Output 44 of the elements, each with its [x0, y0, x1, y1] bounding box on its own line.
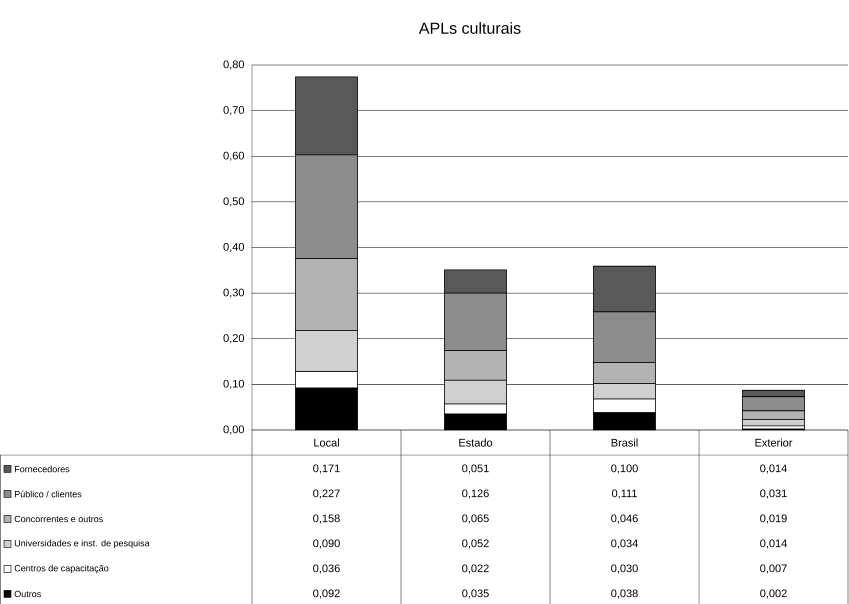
data-label: 0,051	[462, 464, 489, 474]
chart-title: APLs culturais	[418, 22, 521, 34]
data-label: 0,126	[462, 489, 489, 499]
data-label: 0,046	[611, 514, 638, 524]
data-label: 0,065	[462, 514, 489, 524]
data-label: 0,038	[611, 589, 638, 599]
data-label: 0,030	[611, 564, 638, 574]
data-label: 0,035	[462, 589, 489, 599]
legend-label: Público / clientes	[14, 490, 82, 498]
x-tick-label: Brasil	[612, 438, 638, 447]
y-tick-label: 0,60	[223, 152, 244, 161]
data-label: 0,158	[313, 514, 340, 524]
y-tick-label: 0,00	[223, 425, 244, 435]
x-tick-label: Exterior	[755, 438, 792, 447]
y-tick-label: 0,10	[223, 380, 244, 389]
x-tick-label: Local	[314, 438, 339, 447]
data-label: 0,090	[313, 539, 340, 549]
data-label: 0,052	[462, 539, 489, 549]
y-tick-label: 0,40	[223, 242, 244, 252]
y-tick-label: 0,70	[223, 106, 244, 116]
data-label: 0,111	[612, 489, 637, 499]
y-tick-label: 0,20	[223, 334, 244, 344]
data-label: 0,002	[760, 589, 787, 599]
y-tick-label: 0,80	[223, 60, 244, 70]
data-label: 0,014	[760, 539, 787, 549]
data-label: 0,100	[611, 464, 638, 474]
legend-label: Centros de capacitação	[14, 564, 108, 574]
data-label: 0,014	[760, 464, 787, 474]
data-label: 0,034	[611, 539, 638, 549]
data-label: 0,007	[760, 564, 787, 574]
legend-label: Fornecedores	[14, 466, 70, 472]
y-tick-label: 0,30	[223, 288, 244, 298]
data-label: 0,036	[313, 564, 340, 574]
legend-label: Outros	[14, 590, 41, 598]
x-tick-label: Estado	[459, 438, 492, 447]
data-label: 0,019	[760, 514, 787, 524]
data-label: 0,031	[760, 489, 787, 499]
legend-label: Universidades e inst. de pesquisa	[14, 540, 150, 548]
data-label: 0,171	[313, 464, 340, 474]
y-tick-label: 0,50	[223, 197, 244, 206]
data-label: 0,092	[313, 589, 340, 599]
legend-label: Concorrentes e outros	[14, 516, 103, 522]
data-label: 0,022	[462, 564, 489, 574]
data-label: 0,227	[313, 489, 340, 499]
